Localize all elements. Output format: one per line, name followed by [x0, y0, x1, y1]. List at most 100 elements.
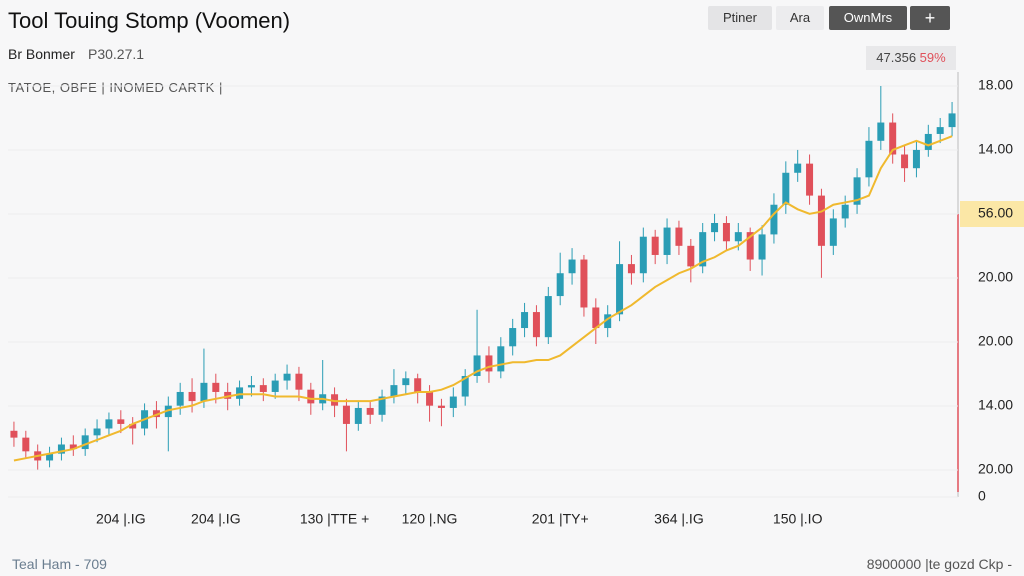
price-axis-label: 56.00	[978, 205, 1013, 221]
candle-body	[675, 227, 683, 246]
candle-body	[378, 396, 386, 415]
candle-body	[580, 259, 588, 308]
candle-body	[592, 307, 600, 329]
candle-body	[69, 444, 77, 450]
candle-body	[426, 391, 434, 406]
candle-body	[473, 355, 481, 376]
candle-body	[10, 430, 18, 438]
candle-body	[497, 346, 505, 372]
symbol-label: Br Bonmer	[8, 46, 75, 62]
candle-body	[901, 154, 909, 169]
candle-body	[354, 407, 362, 424]
candle-body	[639, 236, 647, 274]
toolbar-button[interactable]: Ptiner	[708, 6, 772, 30]
candle-body	[247, 385, 255, 388]
candle-body	[390, 385, 398, 397]
x-tick-label: 204 |.IG	[96, 511, 146, 527]
add-button[interactable]: +	[910, 6, 950, 30]
candle-body	[746, 232, 754, 260]
toolbar-button[interactable]: OwnMrs	[829, 6, 907, 30]
candle-body	[711, 223, 719, 233]
price-axis-label: 20.00	[978, 269, 1013, 285]
candle-body	[117, 419, 125, 424]
candle-body	[889, 122, 897, 155]
candle-body	[924, 133, 932, 150]
x-tick-label: 130 |TTE +	[300, 511, 369, 527]
candle-body	[782, 172, 790, 205]
candle-body	[948, 113, 956, 128]
candle-body	[722, 223, 730, 242]
x-tick-label: 150 |.IO	[773, 511, 823, 527]
candle-body	[295, 373, 303, 390]
candle-body	[105, 419, 113, 429]
candle-body	[604, 314, 612, 329]
candle-body	[794, 163, 802, 173]
page-title: Tool Touing Stomp (Voomen)	[8, 8, 291, 33]
candle-body	[521, 312, 529, 329]
moving-average	[13, 135, 953, 462]
current-price-box	[960, 201, 1024, 227]
price-axis-label: 20.00	[978, 461, 1013, 477]
candle-body	[176, 391, 184, 406]
candle-body	[366, 407, 374, 415]
candle-body	[568, 259, 576, 274]
chart-caption: TATOE, OBFE | INOMED CARTK |	[8, 80, 223, 95]
candle-body	[853, 177, 861, 205]
x-tick-label: 364 |.IG	[654, 511, 704, 527]
badge-change: 59%	[919, 50, 946, 65]
candle-body	[224, 391, 232, 399]
candle-body	[22, 437, 30, 452]
price-axis-label: 20.00	[978, 333, 1013, 349]
candle-body	[829, 218, 837, 246]
candle-body	[307, 389, 315, 404]
candle-body	[461, 375, 469, 397]
candle-body	[912, 149, 920, 169]
candle-body	[236, 387, 244, 399]
candle-body	[936, 127, 944, 134]
candle-body	[449, 396, 457, 408]
candle-body	[437, 405, 445, 408]
candle-body	[259, 385, 267, 392]
candle-body	[164, 405, 172, 418]
price-axis-label: 14.00	[978, 141, 1013, 157]
candle-body	[46, 453, 54, 461]
x-tick-label: 204 |.IG	[191, 511, 241, 527]
candle-body	[699, 232, 707, 267]
candle-body	[806, 163, 814, 196]
candle-body	[188, 391, 196, 402]
candle-body	[129, 423, 137, 429]
toolbar-button[interactable]: Ara	[776, 6, 824, 30]
price-badge: 47.356 59%	[866, 46, 956, 70]
candle-body	[402, 378, 410, 386]
candle-body	[627, 264, 635, 274]
candle-body	[283, 373, 291, 381]
candle-body	[758, 234, 766, 260]
footer-right: 8900000 |te gozd Ckp -	[866, 556, 1012, 572]
candle-body	[770, 204, 778, 235]
candle-body	[616, 264, 624, 315]
candle-body	[485, 355, 493, 372]
candle-body	[509, 328, 517, 347]
candle-body	[556, 273, 564, 297]
candle-body	[865, 140, 873, 178]
badge-value: 47.356	[876, 50, 917, 65]
y-tick-label: 18.00	[978, 77, 1013, 93]
candle-body	[93, 428, 101, 436]
candle-body	[331, 394, 339, 406]
footer-left: Teal Ham - 709	[12, 556, 107, 572]
candle-body	[877, 122, 885, 141]
candle-body	[532, 312, 540, 338]
candle-body	[663, 227, 671, 255]
candle-body	[817, 195, 825, 246]
candle-body	[57, 444, 65, 454]
x-tick-label: 201 |TY+	[532, 511, 589, 527]
symbol-price: P30.27.1	[88, 46, 145, 62]
price-axis-label: 14.00	[978, 397, 1013, 413]
x-tick-label: 120 |.NG	[402, 511, 458, 527]
candle-body	[271, 380, 279, 392]
candle-body	[152, 410, 160, 418]
candle-body	[81, 435, 89, 450]
candle-body	[414, 378, 422, 392]
candle-body	[651, 236, 659, 255]
candle-body	[841, 204, 849, 219]
